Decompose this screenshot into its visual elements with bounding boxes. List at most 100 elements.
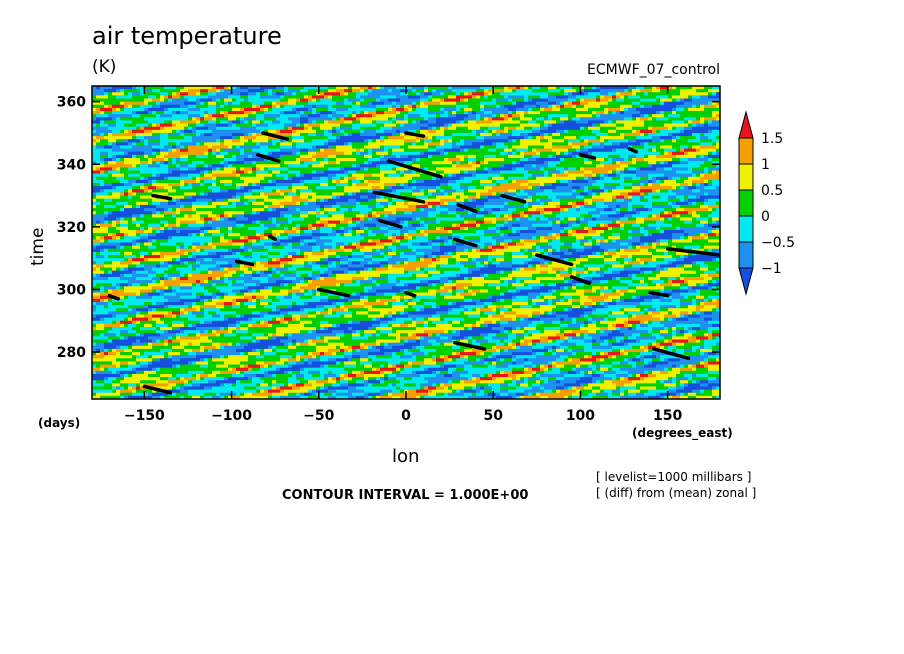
heatmap-cell [228, 176, 233, 181]
heatmap-cell [524, 123, 529, 128]
heatmap-cell [704, 129, 709, 134]
heatmap-cell [604, 95, 609, 99]
heatmap-cell [332, 86, 337, 90]
heatmap-cell [500, 120, 505, 124]
heatmap-cell [532, 157, 537, 162]
heatmap-cell [428, 95, 433, 99]
heatmap-cell [324, 117, 329, 121]
heatmap-cell [272, 111, 277, 115]
heatmap-cell [396, 114, 401, 118]
heatmap-cell [540, 142, 545, 146]
heatmap-cell [496, 114, 501, 118]
heatmap-cell [612, 126, 617, 131]
heatmap-cell [308, 139, 313, 143]
heatmap-cell [436, 120, 441, 124]
heatmap-cell [412, 107, 417, 112]
heatmap-cell [160, 117, 165, 121]
heatmap-cell [488, 132, 493, 137]
heatmap-cell [648, 157, 653, 162]
heatmap-cell [340, 107, 345, 112]
heatmap-cell [228, 132, 233, 137]
heatmap-cell [532, 117, 537, 121]
heatmap-cell [120, 161, 125, 165]
heatmap-cell [136, 107, 141, 112]
heatmap-cell [612, 114, 617, 118]
heatmap-cell [568, 161, 573, 165]
heatmap-cell [384, 145, 389, 149]
heatmap-cell [264, 86, 269, 90]
heatmap-cell [488, 167, 493, 171]
heatmap-cell [668, 123, 673, 128]
heatmap-cell [364, 101, 369, 106]
heatmap-cell [512, 164, 517, 168]
heatmap-cell [252, 154, 257, 159]
heatmap-cell [540, 179, 545, 184]
heatmap-cell [372, 167, 377, 171]
heatmap-cell [104, 86, 109, 90]
heatmap-cell [184, 173, 189, 178]
heatmap-cell [688, 145, 693, 149]
heatmap-cell [632, 157, 637, 162]
heatmap-cell [716, 151, 720, 156]
heatmap-cell [488, 126, 493, 131]
heatmap-cell [108, 183, 113, 187]
heatmap-cell [436, 101, 441, 106]
heatmap-cell [592, 170, 597, 175]
heatmap-cell [416, 107, 421, 112]
heatmap-cell [608, 139, 613, 143]
heatmap-cell [128, 176, 133, 181]
heatmap-cell [548, 92, 553, 96]
heatmap-cell [204, 179, 209, 184]
heatmap-cell [496, 111, 501, 115]
heatmap-cell [200, 86, 205, 90]
heatmap-cell [676, 139, 681, 143]
heatmap-cell [548, 86, 553, 90]
heatmap-cell [116, 117, 121, 121]
heatmap-cell [284, 107, 289, 112]
heatmap-cell [716, 139, 720, 143]
heatmap-cell [224, 104, 229, 109]
heatmap-cell [564, 170, 569, 175]
heatmap-cell [232, 114, 237, 118]
heatmap-cell [384, 139, 389, 143]
heatmap-cell [604, 154, 609, 159]
heatmap-cell [200, 179, 205, 184]
heatmap-cell [120, 95, 125, 99]
heatmap-cell [228, 86, 233, 90]
heatmap-cell [356, 129, 361, 134]
heatmap-cell [96, 139, 101, 143]
heatmap-cell [220, 98, 225, 103]
heatmap-cell [200, 161, 205, 165]
heatmap-cell [152, 117, 157, 121]
heatmap-cell [692, 114, 697, 118]
heatmap-cell [324, 129, 329, 134]
heatmap-cell [236, 98, 241, 103]
heatmap-cell [364, 157, 369, 162]
heatmap-cell [384, 98, 389, 103]
heatmap-cell [648, 111, 653, 115]
heatmap-cell [216, 173, 221, 178]
heatmap-cell [640, 104, 645, 109]
heatmap-cell [240, 126, 245, 131]
heatmap-cell [612, 95, 617, 99]
heatmap-cell [692, 92, 697, 96]
heatmap-cell [708, 120, 713, 124]
heatmap-cell [444, 170, 449, 175]
heatmap-cell [644, 107, 649, 112]
heatmap-cell [596, 114, 601, 118]
heatmap-cell [536, 173, 541, 178]
heatmap-cell [108, 98, 113, 103]
heatmap-cell [320, 101, 325, 106]
heatmap-cell [672, 89, 677, 93]
heatmap-cell [384, 136, 389, 140]
heatmap-cell [280, 145, 285, 149]
heatmap-cell [452, 179, 457, 184]
heatmap-cell [668, 111, 673, 115]
heatmap-cell [140, 173, 145, 178]
heatmap-cell [220, 129, 225, 134]
heatmap-cell [492, 129, 497, 134]
heatmap-cell [200, 151, 205, 156]
heatmap-cell [200, 148, 205, 153]
heatmap-cell [436, 151, 441, 156]
heatmap-cell [548, 139, 553, 143]
